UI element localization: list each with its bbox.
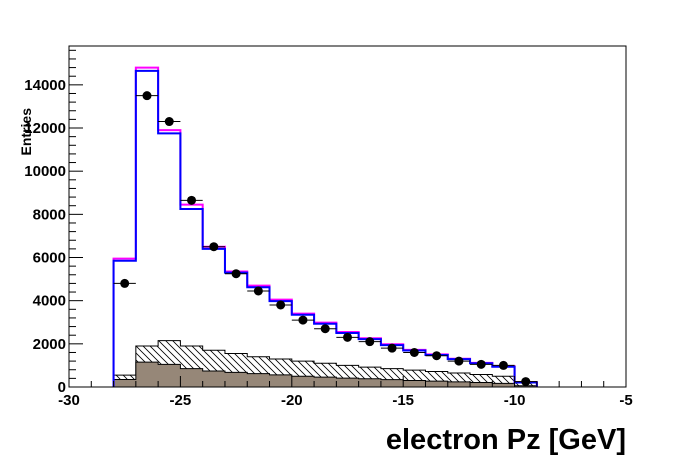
plot-frame — [68, 45, 627, 388]
x-tick-label: -10 — [504, 392, 526, 409]
filled-histograms — [113, 340, 538, 388]
data-point — [521, 377, 531, 387]
y-tick-label: 4000 — [33, 293, 66, 310]
data-point — [187, 195, 197, 205]
data-point — [120, 278, 130, 288]
data-point — [209, 242, 219, 252]
data-point — [365, 337, 375, 347]
data-point — [409, 347, 419, 357]
x-tick-label: -25 — [170, 392, 192, 409]
y-tick-label: 8000 — [33, 206, 66, 223]
data-point — [320, 324, 330, 334]
x-tick-label: -20 — [281, 392, 303, 409]
data-point — [231, 269, 241, 279]
data-point — [164, 117, 174, 127]
y-tick-label: 10000 — [24, 163, 66, 180]
y-tick-label: 6000 — [33, 250, 66, 267]
x-tick-label: -30 — [58, 392, 80, 409]
data-point — [253, 286, 263, 296]
y-axis-title: Entries — [18, 108, 34, 156]
data-point — [476, 359, 486, 369]
data-point — [298, 315, 308, 325]
data-point — [387, 343, 397, 353]
y-tick-label: 2000 — [33, 336, 66, 353]
data-point — [142, 91, 152, 101]
y-tick-label: 12000 — [24, 120, 66, 137]
solid-histogram — [113, 361, 538, 388]
y-tick-label: 0 — [58, 379, 66, 396]
x-tick-label: -5 — [619, 392, 632, 409]
x-tick-label: -15 — [392, 392, 414, 409]
data-point — [498, 360, 508, 370]
axes: -30 -25 -20 -15 -10 -5 0 2000 4000 6000 8000 10000 1… — [24, 46, 633, 409]
data-point — [432, 351, 442, 361]
data-point — [454, 356, 464, 366]
data-points — [113, 91, 537, 387]
data-point — [276, 300, 286, 310]
x-axis-title: electron Pz [GeV] — [386, 424, 626, 456]
data-point — [343, 332, 352, 342]
y-tick-label: 14000 — [24, 77, 66, 94]
